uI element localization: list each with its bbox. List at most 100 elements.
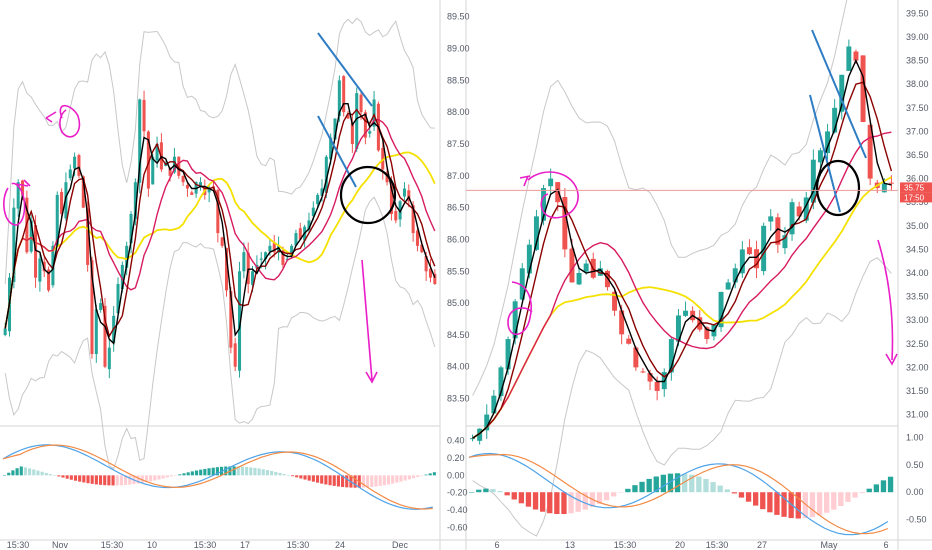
candle-body xyxy=(55,194,59,246)
candle-body xyxy=(768,216,774,222)
candle-body xyxy=(789,202,795,235)
left-down-magenta-arrowhead[interactable] xyxy=(365,371,378,384)
left-down-magenta-arrow[interactable] xyxy=(361,259,373,381)
yellow-moving-average xyxy=(472,176,892,439)
candle-body xyxy=(251,271,255,285)
left-price-tick-label: 88.00 xyxy=(447,107,470,117)
histogram-bar xyxy=(880,480,887,493)
candle-body xyxy=(612,291,618,311)
candle-body xyxy=(389,185,393,214)
right-top-magenta-loop[interactable] xyxy=(527,171,579,219)
candle-body xyxy=(668,339,674,373)
histogram-bar xyxy=(717,485,723,493)
histogram-bar xyxy=(382,475,386,486)
right-down-magenta-arrow[interactable] xyxy=(877,239,894,361)
right-macd-panel[interactable] xyxy=(468,452,894,536)
right-price-tick-label: 34.50 xyxy=(906,244,929,254)
candle-body xyxy=(138,99,142,183)
histogram-bar xyxy=(315,475,320,483)
histogram-bar xyxy=(395,475,399,483)
left-price-panel[interactable] xyxy=(3,17,437,470)
histogram-bar xyxy=(107,475,111,486)
left-price-tick-label: 86.50 xyxy=(447,203,470,213)
histogram-bar xyxy=(299,475,303,479)
left-black-circle[interactable] xyxy=(339,165,397,225)
histogram-bar xyxy=(774,492,780,515)
left-macd-panel[interactable] xyxy=(2,444,436,510)
lower-band-line xyxy=(4,196,436,470)
right-down-magenta-arrowhead[interactable] xyxy=(885,353,898,366)
candle-body xyxy=(569,248,575,283)
candle-body xyxy=(38,258,42,282)
left-time-label: 10 xyxy=(147,540,157,550)
histogram-bar xyxy=(324,475,328,485)
histogram-bar xyxy=(511,492,517,500)
candle-body xyxy=(888,182,894,184)
histogram-bar xyxy=(161,475,165,479)
histogram-bar xyxy=(169,475,174,477)
left-top-magenta-arrowhead[interactable] xyxy=(45,111,57,123)
candle-body xyxy=(817,150,823,163)
candle-body xyxy=(116,284,120,314)
histogram-bar xyxy=(165,475,169,478)
histogram-bar xyxy=(838,492,844,506)
left-side-magenta-arrowhead[interactable] xyxy=(15,179,31,187)
darkred-moving-average xyxy=(472,81,893,439)
candle-body xyxy=(94,309,98,355)
upper-band-line xyxy=(472,0,848,396)
histogram-bar xyxy=(767,492,773,513)
histogram-bar xyxy=(295,475,299,478)
right-black-circle[interactable] xyxy=(815,159,861,217)
histogram-bar xyxy=(582,492,588,510)
histogram-bar xyxy=(78,475,82,482)
right-price-panel[interactable] xyxy=(470,0,894,537)
histogram-bar xyxy=(795,492,801,519)
candle-body xyxy=(90,260,94,354)
histogram-bar xyxy=(469,492,475,493)
last-price-badge xyxy=(900,182,932,193)
left-side-magenta-loop[interactable] xyxy=(3,182,26,226)
candle-body xyxy=(519,268,525,300)
candle-body xyxy=(185,185,189,189)
yellow-moving-average xyxy=(4,151,436,329)
candle-body xyxy=(168,167,172,176)
right-upper-trendline[interactable] xyxy=(811,29,867,159)
right-lower-trendline[interactable] xyxy=(809,94,841,213)
right-top-magenta-arrowhead[interactable] xyxy=(519,175,531,187)
histogram-bar xyxy=(632,485,638,493)
candle-body xyxy=(526,244,532,274)
macd-line xyxy=(468,452,889,536)
right-side-magenta-loop[interactable] xyxy=(507,281,533,336)
left-macd-tick-label: 0.00 xyxy=(447,470,465,480)
histogram-bar xyxy=(240,466,244,476)
candle-body xyxy=(860,55,866,122)
drawing-annotations[interactable] xyxy=(3,29,898,384)
candle-body xyxy=(725,282,731,290)
candle-body xyxy=(555,182,561,203)
left-upper-trendline[interactable] xyxy=(317,32,373,107)
candle-body xyxy=(491,395,497,414)
left-top-magenta-loop[interactable] xyxy=(59,104,81,138)
candle-body xyxy=(229,290,233,348)
candle-body xyxy=(394,210,398,221)
histogram-bar xyxy=(689,474,695,493)
darkred-moving-average xyxy=(4,108,436,339)
histogram-bar xyxy=(199,469,203,476)
histogram-bar xyxy=(44,472,48,476)
candle-body xyxy=(484,414,490,431)
candle-body xyxy=(259,258,263,260)
candle-body xyxy=(190,192,194,195)
histogram-bar xyxy=(873,484,880,493)
histogram-bar xyxy=(432,472,436,476)
candle-body xyxy=(207,188,211,193)
right-price-tick-label: 32.50 xyxy=(906,339,929,349)
candle-body xyxy=(381,148,385,170)
candle-body xyxy=(853,51,859,61)
candle-body xyxy=(133,182,137,220)
candle-body xyxy=(470,438,476,440)
right-time-label: 27 xyxy=(757,540,767,550)
histogram-bar xyxy=(245,466,249,476)
candle-body xyxy=(181,175,185,183)
right-price-tick-label: 39.00 xyxy=(906,32,929,42)
